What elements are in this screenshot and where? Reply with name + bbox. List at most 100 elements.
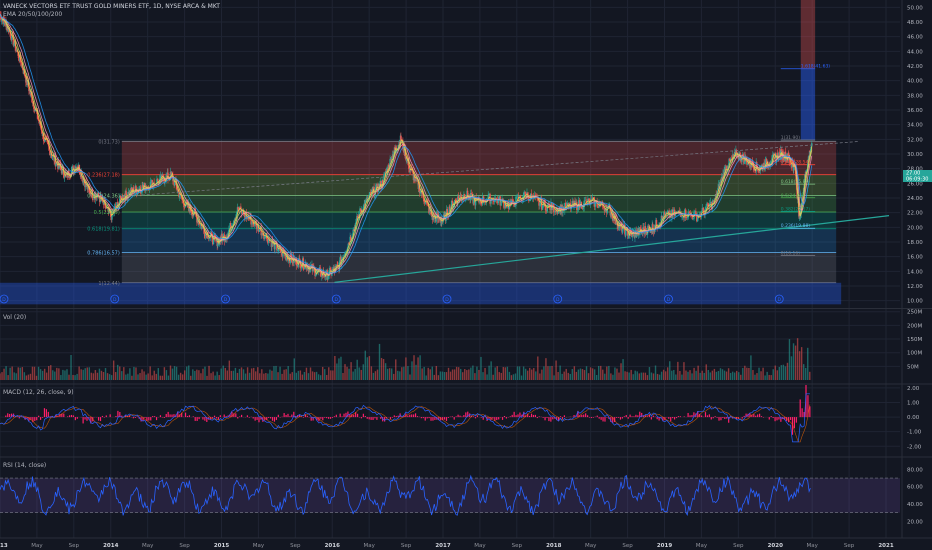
- ema-legend[interactable]: EMA 20/50/100/200: [3, 11, 63, 18]
- price-candle: [577, 209, 579, 211]
- macd-hist-bar: [347, 411, 349, 418]
- price-candle: [3, 20, 6, 23]
- macd-hist-bar: [463, 415, 465, 418]
- price-candle: [685, 217, 688, 219]
- macd-hist-bar: [204, 417, 206, 421]
- volume-bar: [455, 366, 458, 380]
- price-candle: [255, 222, 258, 229]
- volume-bar: [618, 372, 620, 380]
- trendline-support: [334, 215, 890, 283]
- volume-bar: [358, 367, 360, 380]
- price-candle: [650, 230, 652, 233]
- price-candle: [574, 201, 576, 205]
- volume-bar: [498, 372, 500, 380]
- y-tick-label: 26.00: [907, 181, 923, 187]
- volume-bar: [321, 366, 324, 380]
- price-candle: [497, 198, 500, 204]
- price-candle: [645, 229, 648, 235]
- macd-hist-bar: [322, 417, 324, 421]
- macd-hist-bar: [306, 415, 308, 418]
- dividend-marker-label: D: [113, 297, 117, 303]
- price-candle: [156, 178, 158, 185]
- macd-hist-bar: [374, 417, 376, 419]
- volume-bar: [210, 373, 212, 380]
- price-candle: [254, 220, 256, 226]
- price-candle: [529, 193, 532, 200]
- fib-zone: [121, 174, 837, 196]
- macd-hist-bar: [12, 413, 15, 418]
- volume-bar: [736, 370, 738, 380]
- macd-hist-bar: [32, 417, 34, 423]
- x-tick-label: Sep: [622, 543, 633, 549]
- volume-bar: [443, 372, 446, 380]
- macd-hist-bar: [675, 417, 678, 419]
- volume-legend[interactable]: Vol (20): [3, 314, 27, 321]
- price-candle: [517, 196, 520, 201]
- volume-bar: [537, 356, 539, 380]
- y-tick-label: 34.00: [907, 123, 923, 129]
- fib-left-label: 0.236(27.18): [87, 173, 120, 179]
- rsi-legend[interactable]: RSI (14, close): [3, 462, 47, 469]
- price-candle: [513, 203, 515, 207]
- macd-hist-bar: [254, 417, 256, 421]
- price-candle: [566, 202, 569, 206]
- price-candle: [558, 206, 560, 211]
- x-tick-label: 2020: [768, 543, 783, 549]
- macd-hist-bar: [47, 411, 49, 418]
- macd-hist-bar: [229, 414, 231, 418]
- volume-bar: [524, 368, 527, 380]
- price-candle: [680, 212, 682, 218]
- price-candle: [547, 203, 549, 206]
- x-tick-label: 2014: [103, 543, 118, 549]
- fib-zone: [121, 141, 837, 175]
- rsi-pane: [0, 474, 900, 516]
- macd-hist-bar: [22, 417, 24, 418]
- volume-bar: [604, 373, 606, 380]
- price-candle: [538, 199, 540, 206]
- price-candle: [50, 154, 53, 157]
- macd-tick-label: 1.00: [907, 401, 920, 407]
- price-candle: [652, 224, 654, 230]
- price-candle: [807, 159, 809, 164]
- volume-bar: [522, 366, 525, 380]
- volume-bar: [188, 365, 190, 380]
- volume-bar: [669, 361, 671, 380]
- fib-zone-ext: [0, 282, 842, 305]
- y-tick-label: 46.00: [907, 35, 923, 41]
- volume-bar: [624, 371, 626, 380]
- price-candle: [149, 181, 152, 189]
- volume-bar: [17, 367, 19, 380]
- macd-hist-bar: [532, 414, 535, 418]
- macd-hist-bar: [10, 413, 13, 418]
- volume-bar: [62, 369, 64, 380]
- macd-hist-bar: [341, 416, 343, 418]
- price-candle: [63, 174, 65, 178]
- price-candle: [227, 231, 229, 236]
- macd-hist-bar: [554, 417, 556, 419]
- fib-zone: [121, 212, 837, 229]
- volume-bar: [244, 373, 247, 380]
- volume-bar: [581, 369, 584, 380]
- price-candle: [621, 229, 624, 233]
- macd-hist-bar: [743, 415, 745, 418]
- price-candle: [331, 269, 333, 274]
- macd-hist-bar: [395, 416, 397, 418]
- macd-hist-bar: [258, 417, 260, 423]
- dividend-marker-label: D: [556, 297, 560, 303]
- macd-hist-bar: [670, 417, 672, 422]
- macd-hist-bar: [693, 412, 695, 418]
- price-candle: [76, 167, 79, 168]
- volume-bar: [386, 368, 389, 380]
- volume-bar: [713, 368, 716, 380]
- volume-bar: [289, 373, 291, 380]
- macd-hist-bar: [74, 417, 76, 421]
- macd-legend[interactable]: MACD (12, 26, close, 9): [3, 389, 74, 396]
- volume-bar: [598, 365, 600, 380]
- price-candle: [565, 202, 567, 209]
- volume-bar: [656, 373, 659, 380]
- macd-hist-bar: [142, 417, 144, 421]
- price-candle: [460, 196, 463, 200]
- macd-hist-bar: [561, 417, 564, 419]
- volume-bar: [796, 338, 799, 380]
